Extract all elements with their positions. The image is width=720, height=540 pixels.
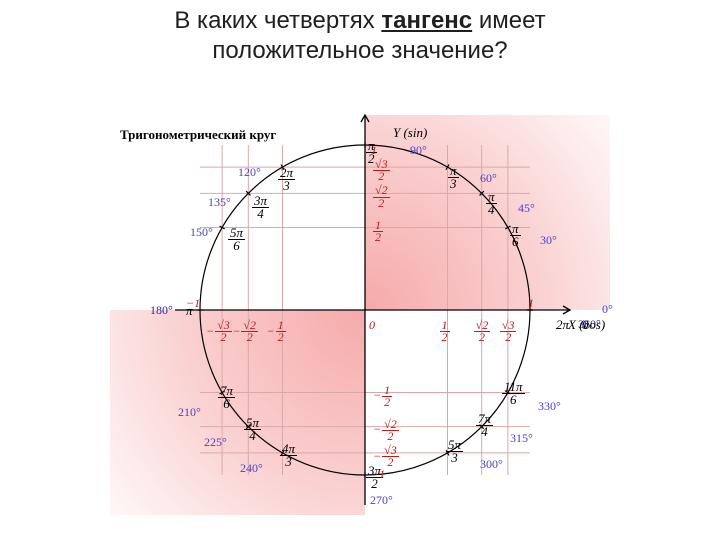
axes — [175, 115, 570, 505]
title-line2: положительное значение? — [212, 37, 507, 64]
question-title: В каких четвертях тангенс имеет положите… — [0, 0, 720, 66]
title-line1-underline: тангенс — [381, 7, 472, 34]
unit-circle-diagram: 0°030°π645°π460°π390°π2120°2π3135°3π4150… — [110, 85, 610, 515]
title-line1-pre: В каких четвертях — [174, 7, 381, 34]
title-line1-post: имеет — [472, 7, 545, 34]
unit-circle-svg — [110, 85, 610, 515]
